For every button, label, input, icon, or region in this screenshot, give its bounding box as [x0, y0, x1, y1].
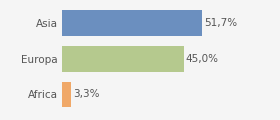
Bar: [62, 10, 202, 36]
Text: 45,0%: 45,0%: [186, 54, 219, 64]
Bar: [62, 82, 71, 107]
Text: 51,7%: 51,7%: [204, 18, 237, 28]
Bar: [62, 46, 183, 72]
Text: 3,3%: 3,3%: [73, 89, 99, 99]
